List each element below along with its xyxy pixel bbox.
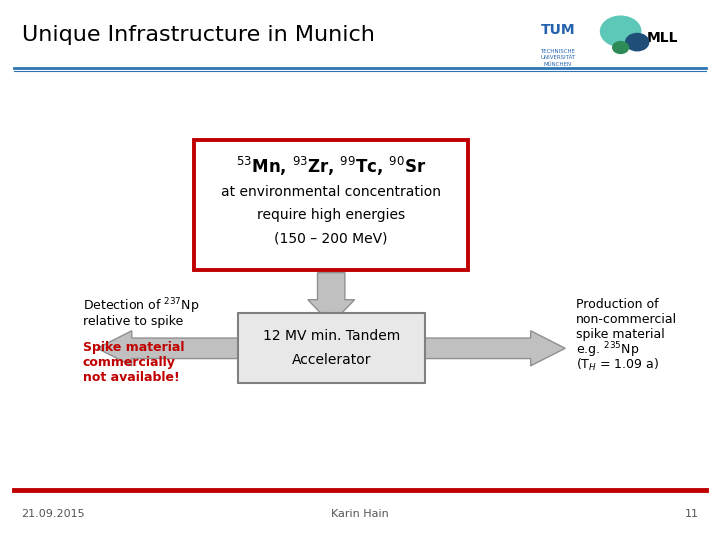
Circle shape [600, 16, 641, 46]
FancyBboxPatch shape [194, 140, 468, 270]
FancyArrow shape [97, 330, 241, 366]
Text: Detection of $^{237}$Np: Detection of $^{237}$Np [83, 296, 199, 316]
Text: TUM: TUM [541, 23, 575, 37]
Text: not available!: not available! [83, 371, 179, 384]
Text: (T$_{H}$ = 1.09 a): (T$_{H}$ = 1.09 a) [576, 357, 660, 373]
Text: 11: 11 [685, 509, 698, 519]
FancyArrow shape [421, 330, 565, 366]
Text: 12 MV min. Tandem: 12 MV min. Tandem [263, 329, 400, 343]
Text: Accelerator: Accelerator [292, 353, 371, 367]
Circle shape [613, 42, 629, 53]
Text: Karin Hain: Karin Hain [331, 509, 389, 519]
Text: MLL: MLL [647, 31, 678, 45]
FancyArrow shape [308, 273, 355, 324]
Text: $^{53}$Mn, $^{93}$Zr, $^{99}$Tc, $^{90}$Sr: $^{53}$Mn, $^{93}$Zr, $^{99}$Tc, $^{90}$… [236, 155, 426, 178]
FancyBboxPatch shape [238, 313, 425, 383]
Text: 21.09.2015: 21.09.2015 [22, 509, 85, 519]
Text: e.g. $^{235}$Np: e.g. $^{235}$Np [576, 340, 639, 360]
Text: commercially: commercially [83, 356, 176, 369]
Text: at environmental concentration: at environmental concentration [221, 185, 441, 199]
Text: Unique Infrastructure in Munich: Unique Infrastructure in Munich [22, 25, 374, 45]
Text: relative to spike: relative to spike [83, 315, 183, 328]
Text: spike material: spike material [576, 328, 665, 341]
Circle shape [626, 33, 649, 51]
Text: require high energies: require high energies [257, 208, 405, 222]
Text: Production of: Production of [576, 298, 659, 311]
Text: non-commercial: non-commercial [576, 313, 677, 326]
Text: TECHNISCHE
UNIVERSITÄT
MÜNCHEN: TECHNISCHE UNIVERSITÄT MÜNCHEN [541, 49, 575, 67]
Text: (150 – 200 MeV): (150 – 200 MeV) [274, 231, 388, 245]
Text: Spike material: Spike material [83, 341, 184, 354]
